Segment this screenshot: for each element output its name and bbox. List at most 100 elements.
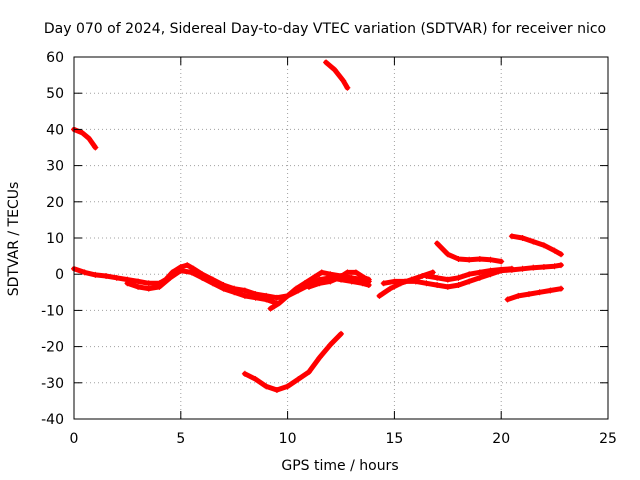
series-arc-upper-right-a	[434, 240, 505, 265]
data-point	[92, 144, 99, 151]
data-point	[423, 280, 430, 287]
series-arc-main-d	[305, 269, 372, 290]
data-point	[348, 274, 355, 281]
data-point	[79, 130, 86, 137]
y-tick-label: -40	[41, 412, 64, 428]
data-point	[293, 285, 300, 292]
data-point	[331, 66, 338, 73]
x-tick-label: 25	[599, 431, 617, 447]
y-tick-label: -10	[41, 303, 64, 319]
data-point	[519, 235, 526, 241]
series-arc-top	[323, 59, 351, 91]
data-point	[145, 285, 152, 292]
data-point	[135, 278, 142, 285]
data-point	[177, 267, 184, 274]
y-tick-label: 60	[46, 50, 64, 66]
data-point	[508, 233, 515, 240]
data-point	[540, 242, 547, 249]
data-point	[504, 296, 511, 303]
data-point	[263, 383, 270, 390]
data-point	[551, 263, 558, 270]
data-point	[466, 256, 473, 263]
data-point	[352, 269, 359, 276]
data-point	[361, 274, 368, 281]
data-point	[135, 283, 142, 290]
data-point	[301, 280, 308, 287]
data-point	[241, 370, 248, 377]
data-point	[547, 287, 554, 294]
data-point	[323, 59, 330, 66]
data-point	[444, 283, 451, 290]
series-arc-late-d	[504, 285, 565, 303]
series-layer	[71, 59, 565, 394]
data-point	[455, 282, 462, 289]
data-point	[429, 269, 436, 276]
data-point	[376, 292, 383, 299]
data-point	[184, 262, 191, 269]
y-tick-label: -20	[41, 340, 64, 356]
data-point	[199, 274, 206, 281]
y-tick-label: 30	[46, 159, 64, 175]
data-point	[263, 296, 270, 303]
y-tick-label: -30	[41, 376, 64, 392]
data-point	[188, 269, 195, 276]
data-point	[402, 278, 409, 285]
data-point	[338, 330, 344, 337]
data-point	[85, 135, 92, 142]
data-point	[92, 271, 99, 278]
y-tick-label: 0	[55, 267, 64, 283]
x-axis-label: GPS time / hours	[281, 458, 398, 474]
data-point	[525, 291, 532, 298]
series-arc-main-c	[267, 269, 372, 312]
data-point	[487, 256, 494, 263]
data-point	[551, 247, 558, 254]
data-point	[113, 274, 120, 281]
data-point	[387, 285, 394, 292]
series-line	[242, 331, 344, 393]
data-point	[380, 280, 387, 287]
data-point	[558, 262, 565, 269]
data-point	[267, 305, 274, 312]
series-arc-late-b	[380, 262, 565, 290]
data-point	[124, 280, 131, 287]
data-point	[444, 276, 451, 283]
data-point	[530, 238, 537, 245]
data-point	[508, 265, 515, 272]
y-axis-label: SDTVAR / TECUs	[6, 182, 22, 297]
data-point	[444, 251, 451, 258]
data-point	[391, 278, 398, 285]
x-tick-labels: 0 5 10 15 20 25	[70, 431, 617, 447]
data-point	[167, 274, 174, 281]
data-point	[335, 274, 342, 281]
x-tick-label: 0	[70, 431, 79, 447]
data-point	[434, 240, 441, 247]
data-point	[284, 292, 291, 299]
series-line	[509, 233, 564, 257]
data-point	[344, 84, 351, 91]
series-arc-bottom	[241, 330, 344, 394]
data-point	[252, 294, 259, 301]
x-tick-label: 10	[279, 431, 297, 447]
series-arc-early-positive	[71, 126, 99, 151]
data-point	[273, 294, 280, 301]
y-tick-label: 50	[46, 86, 64, 102]
data-point	[365, 276, 372, 283]
data-point	[558, 285, 565, 292]
data-point	[241, 287, 248, 294]
data-point	[327, 278, 334, 285]
data-point	[145, 280, 152, 287]
x-tick-label: 5	[176, 431, 185, 447]
data-point	[558, 251, 565, 258]
data-point	[519, 265, 526, 272]
data-point	[536, 289, 543, 296]
data-point	[284, 383, 291, 390]
series-arc-late-c	[423, 265, 515, 283]
data-point	[434, 282, 441, 289]
data-point	[455, 255, 462, 262]
series-line	[323, 59, 350, 91]
data-point	[318, 269, 325, 276]
series-arc-upper-right-b	[508, 233, 565, 258]
series-line	[71, 126, 98, 150]
data-point	[273, 387, 280, 394]
